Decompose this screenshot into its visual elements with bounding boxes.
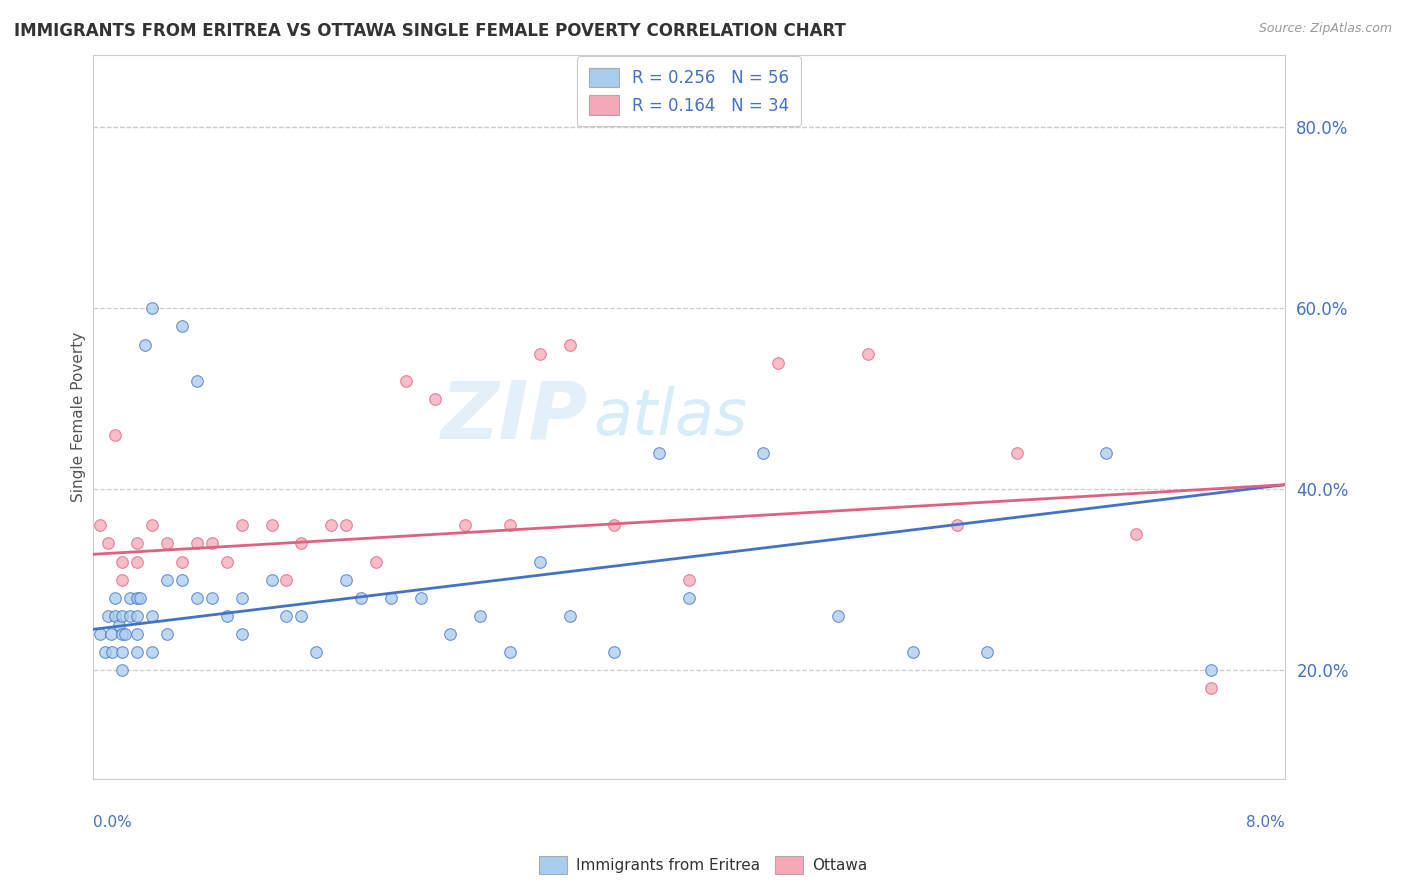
Point bbox=[118, 591, 141, 605]
Point bbox=[111, 555, 134, 569]
Point bbox=[201, 536, 224, 550]
Point bbox=[231, 591, 253, 605]
Point bbox=[101, 645, 124, 659]
Point bbox=[108, 618, 131, 632]
Point bbox=[529, 555, 551, 569]
Point bbox=[141, 301, 163, 316]
Point bbox=[827, 608, 849, 623]
Point bbox=[290, 536, 312, 550]
Point bbox=[186, 536, 208, 550]
Point bbox=[93, 645, 115, 659]
Point bbox=[104, 608, 127, 623]
Point bbox=[104, 591, 127, 605]
Point bbox=[170, 555, 193, 569]
Point bbox=[1199, 663, 1222, 677]
Point bbox=[529, 346, 551, 360]
Point bbox=[499, 518, 522, 533]
Point bbox=[127, 645, 149, 659]
Text: 0.0%: 0.0% bbox=[93, 814, 131, 830]
Point bbox=[678, 573, 700, 587]
Point bbox=[470, 608, 492, 623]
Point bbox=[1005, 446, 1028, 460]
Point bbox=[856, 346, 879, 360]
Point bbox=[603, 645, 626, 659]
Point bbox=[350, 591, 373, 605]
Point bbox=[170, 573, 193, 587]
Point bbox=[439, 627, 461, 641]
Point bbox=[380, 591, 402, 605]
Point bbox=[141, 608, 163, 623]
Point bbox=[141, 518, 163, 533]
Point bbox=[104, 428, 127, 442]
Point bbox=[127, 536, 149, 550]
Point bbox=[603, 518, 626, 533]
Point bbox=[648, 446, 671, 460]
Point bbox=[111, 608, 134, 623]
Point bbox=[170, 319, 193, 334]
Point bbox=[100, 627, 122, 641]
Point bbox=[231, 627, 253, 641]
Text: Source: ZipAtlas.com: Source: ZipAtlas.com bbox=[1258, 22, 1392, 36]
Point bbox=[201, 591, 224, 605]
Point bbox=[141, 645, 163, 659]
Point bbox=[156, 627, 179, 641]
Point bbox=[558, 337, 581, 351]
Point bbox=[111, 573, 134, 587]
Point bbox=[129, 591, 152, 605]
Point bbox=[127, 608, 149, 623]
Point bbox=[260, 518, 283, 533]
Point bbox=[901, 645, 924, 659]
Point bbox=[118, 608, 141, 623]
Legend: R = 0.256   N = 56, R = 0.164   N = 34: R = 0.256 N = 56, R = 0.164 N = 34 bbox=[576, 56, 801, 127]
Point bbox=[678, 591, 700, 605]
Point bbox=[946, 518, 969, 533]
Point bbox=[96, 536, 118, 550]
Point bbox=[127, 555, 149, 569]
Point bbox=[454, 518, 477, 533]
Point bbox=[335, 573, 357, 587]
Point bbox=[364, 555, 387, 569]
Point bbox=[290, 608, 312, 623]
Point bbox=[276, 608, 298, 623]
Point bbox=[260, 573, 283, 587]
Point bbox=[499, 645, 522, 659]
Point bbox=[186, 374, 208, 388]
Point bbox=[215, 608, 238, 623]
Point bbox=[186, 591, 208, 605]
Point bbox=[134, 337, 156, 351]
Text: IMMIGRANTS FROM ERITREA VS OTTAWA SINGLE FEMALE POVERTY CORRELATION CHART: IMMIGRANTS FROM ERITREA VS OTTAWA SINGLE… bbox=[14, 22, 846, 40]
Point bbox=[1125, 527, 1147, 541]
Point bbox=[321, 518, 343, 533]
Point bbox=[1095, 446, 1118, 460]
Point bbox=[752, 446, 775, 460]
Point bbox=[335, 518, 357, 533]
Point bbox=[111, 663, 134, 677]
Point bbox=[127, 591, 149, 605]
Point bbox=[96, 608, 118, 623]
Point bbox=[976, 645, 998, 659]
Point bbox=[215, 555, 238, 569]
Point bbox=[409, 591, 432, 605]
Point bbox=[1199, 681, 1222, 695]
Point bbox=[425, 392, 447, 406]
Text: 8.0%: 8.0% bbox=[1247, 814, 1285, 830]
Point bbox=[89, 518, 111, 533]
Point bbox=[156, 573, 179, 587]
Text: atlas: atlas bbox=[593, 386, 748, 448]
Point bbox=[276, 573, 298, 587]
Point bbox=[305, 645, 328, 659]
Point bbox=[89, 627, 111, 641]
Point bbox=[127, 627, 149, 641]
Point bbox=[111, 627, 134, 641]
Point bbox=[395, 374, 418, 388]
Point bbox=[768, 356, 790, 370]
Text: ZIP: ZIP bbox=[440, 378, 588, 456]
Point bbox=[558, 608, 581, 623]
Legend: Immigrants from Eritrea, Ottawa: Immigrants from Eritrea, Ottawa bbox=[533, 850, 873, 880]
Y-axis label: Single Female Poverty: Single Female Poverty bbox=[72, 332, 86, 502]
Point bbox=[114, 627, 136, 641]
Point bbox=[111, 645, 134, 659]
Point bbox=[231, 518, 253, 533]
Point bbox=[156, 536, 179, 550]
